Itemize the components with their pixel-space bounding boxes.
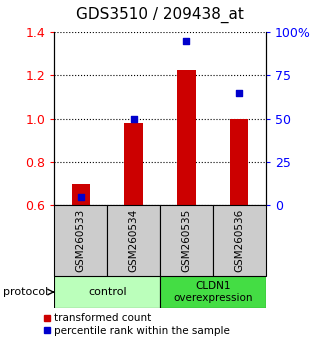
Text: CLDN1
overexpression: CLDN1 overexpression: [173, 281, 252, 303]
Text: GSM260534: GSM260534: [129, 209, 139, 272]
Text: GSM260536: GSM260536: [234, 209, 244, 272]
Bar: [72, 184, 90, 205]
Text: GSM260533: GSM260533: [76, 209, 86, 272]
Bar: [124, 123, 143, 205]
Point: [184, 38, 189, 44]
Text: protocol: protocol: [3, 287, 48, 297]
Bar: [54, 276, 160, 308]
Bar: [160, 276, 266, 308]
Legend: transformed count, percentile rank within the sample: transformed count, percentile rank withi…: [44, 313, 230, 336]
Bar: [213, 205, 266, 276]
Bar: [160, 205, 213, 276]
Point: [78, 194, 84, 199]
Text: control: control: [88, 287, 126, 297]
Bar: [107, 205, 160, 276]
Bar: [177, 70, 196, 205]
Point: [237, 90, 242, 95]
Bar: [230, 119, 248, 205]
Text: GSM260535: GSM260535: [181, 209, 191, 272]
Bar: [54, 205, 107, 276]
Point: [131, 116, 136, 121]
Text: GDS3510 / 209438_at: GDS3510 / 209438_at: [76, 7, 244, 23]
